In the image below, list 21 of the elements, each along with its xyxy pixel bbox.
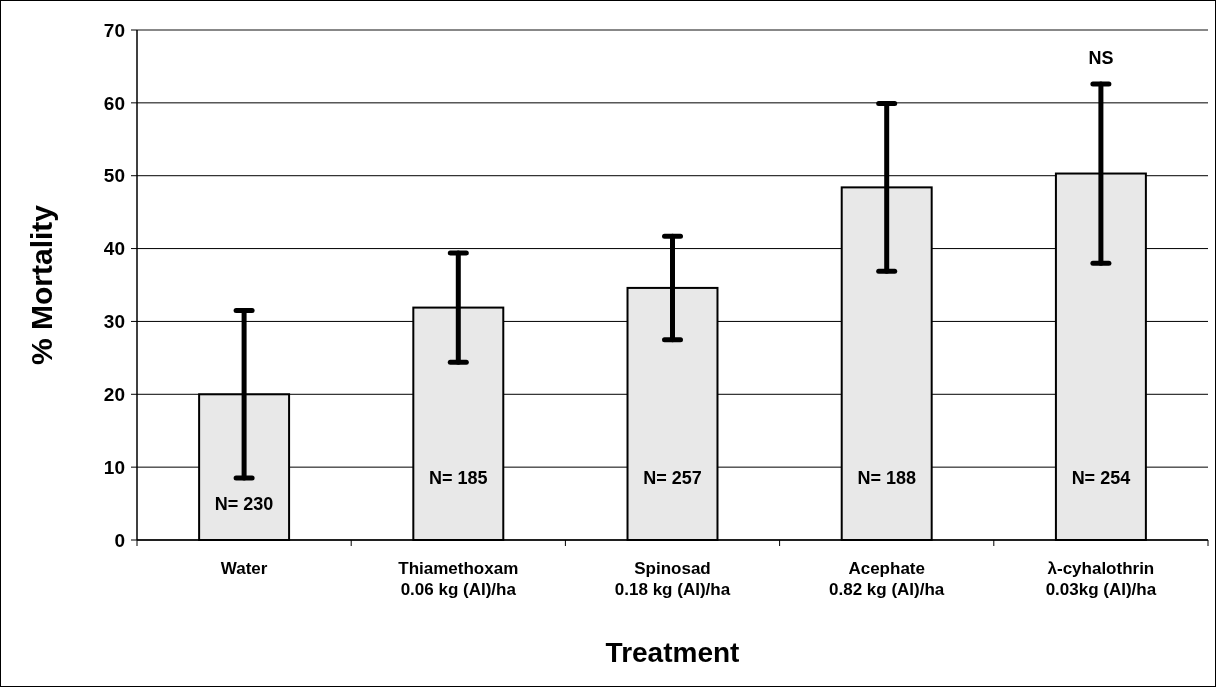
x-tick-label: Acephate 0.82 kg (AI)/ha [829, 559, 945, 599]
annotation: N= 188 [857, 468, 916, 489]
annotation: N= 254 [1071, 468, 1131, 489]
annotation: N= 257 [643, 468, 702, 489]
annotation: NS [1088, 48, 1114, 69]
x-tick-label: λ-cyhalothrin 0.03kg (AI)/ha [1045, 559, 1157, 599]
x-tick-label: Thiamethoxam 0.06 kg (AI)/ha [398, 559, 519, 599]
y-tick-label: 0 [114, 529, 125, 551]
y-tick-label: 70 [103, 19, 125, 41]
y-tick-label: 20 [103, 383, 125, 405]
x-tick-label: Water [220, 559, 268, 578]
x-axis-title: Treatment [605, 637, 740, 668]
y-tick-label: 30 [103, 311, 125, 333]
annotation: N= 230 [214, 494, 274, 515]
y-tick-label: 10 [103, 456, 125, 478]
y-tick-label: 50 [103, 165, 125, 187]
x-tick-label: Spinosad 0.18 kg (AI)/ha [614, 559, 731, 599]
y-tick-label: 60 [103, 92, 125, 114]
y-axis-title: % Mortality [25, 204, 58, 366]
y-tick-label: 40 [103, 238, 125, 260]
annotation: N= 185 [429, 468, 488, 489]
